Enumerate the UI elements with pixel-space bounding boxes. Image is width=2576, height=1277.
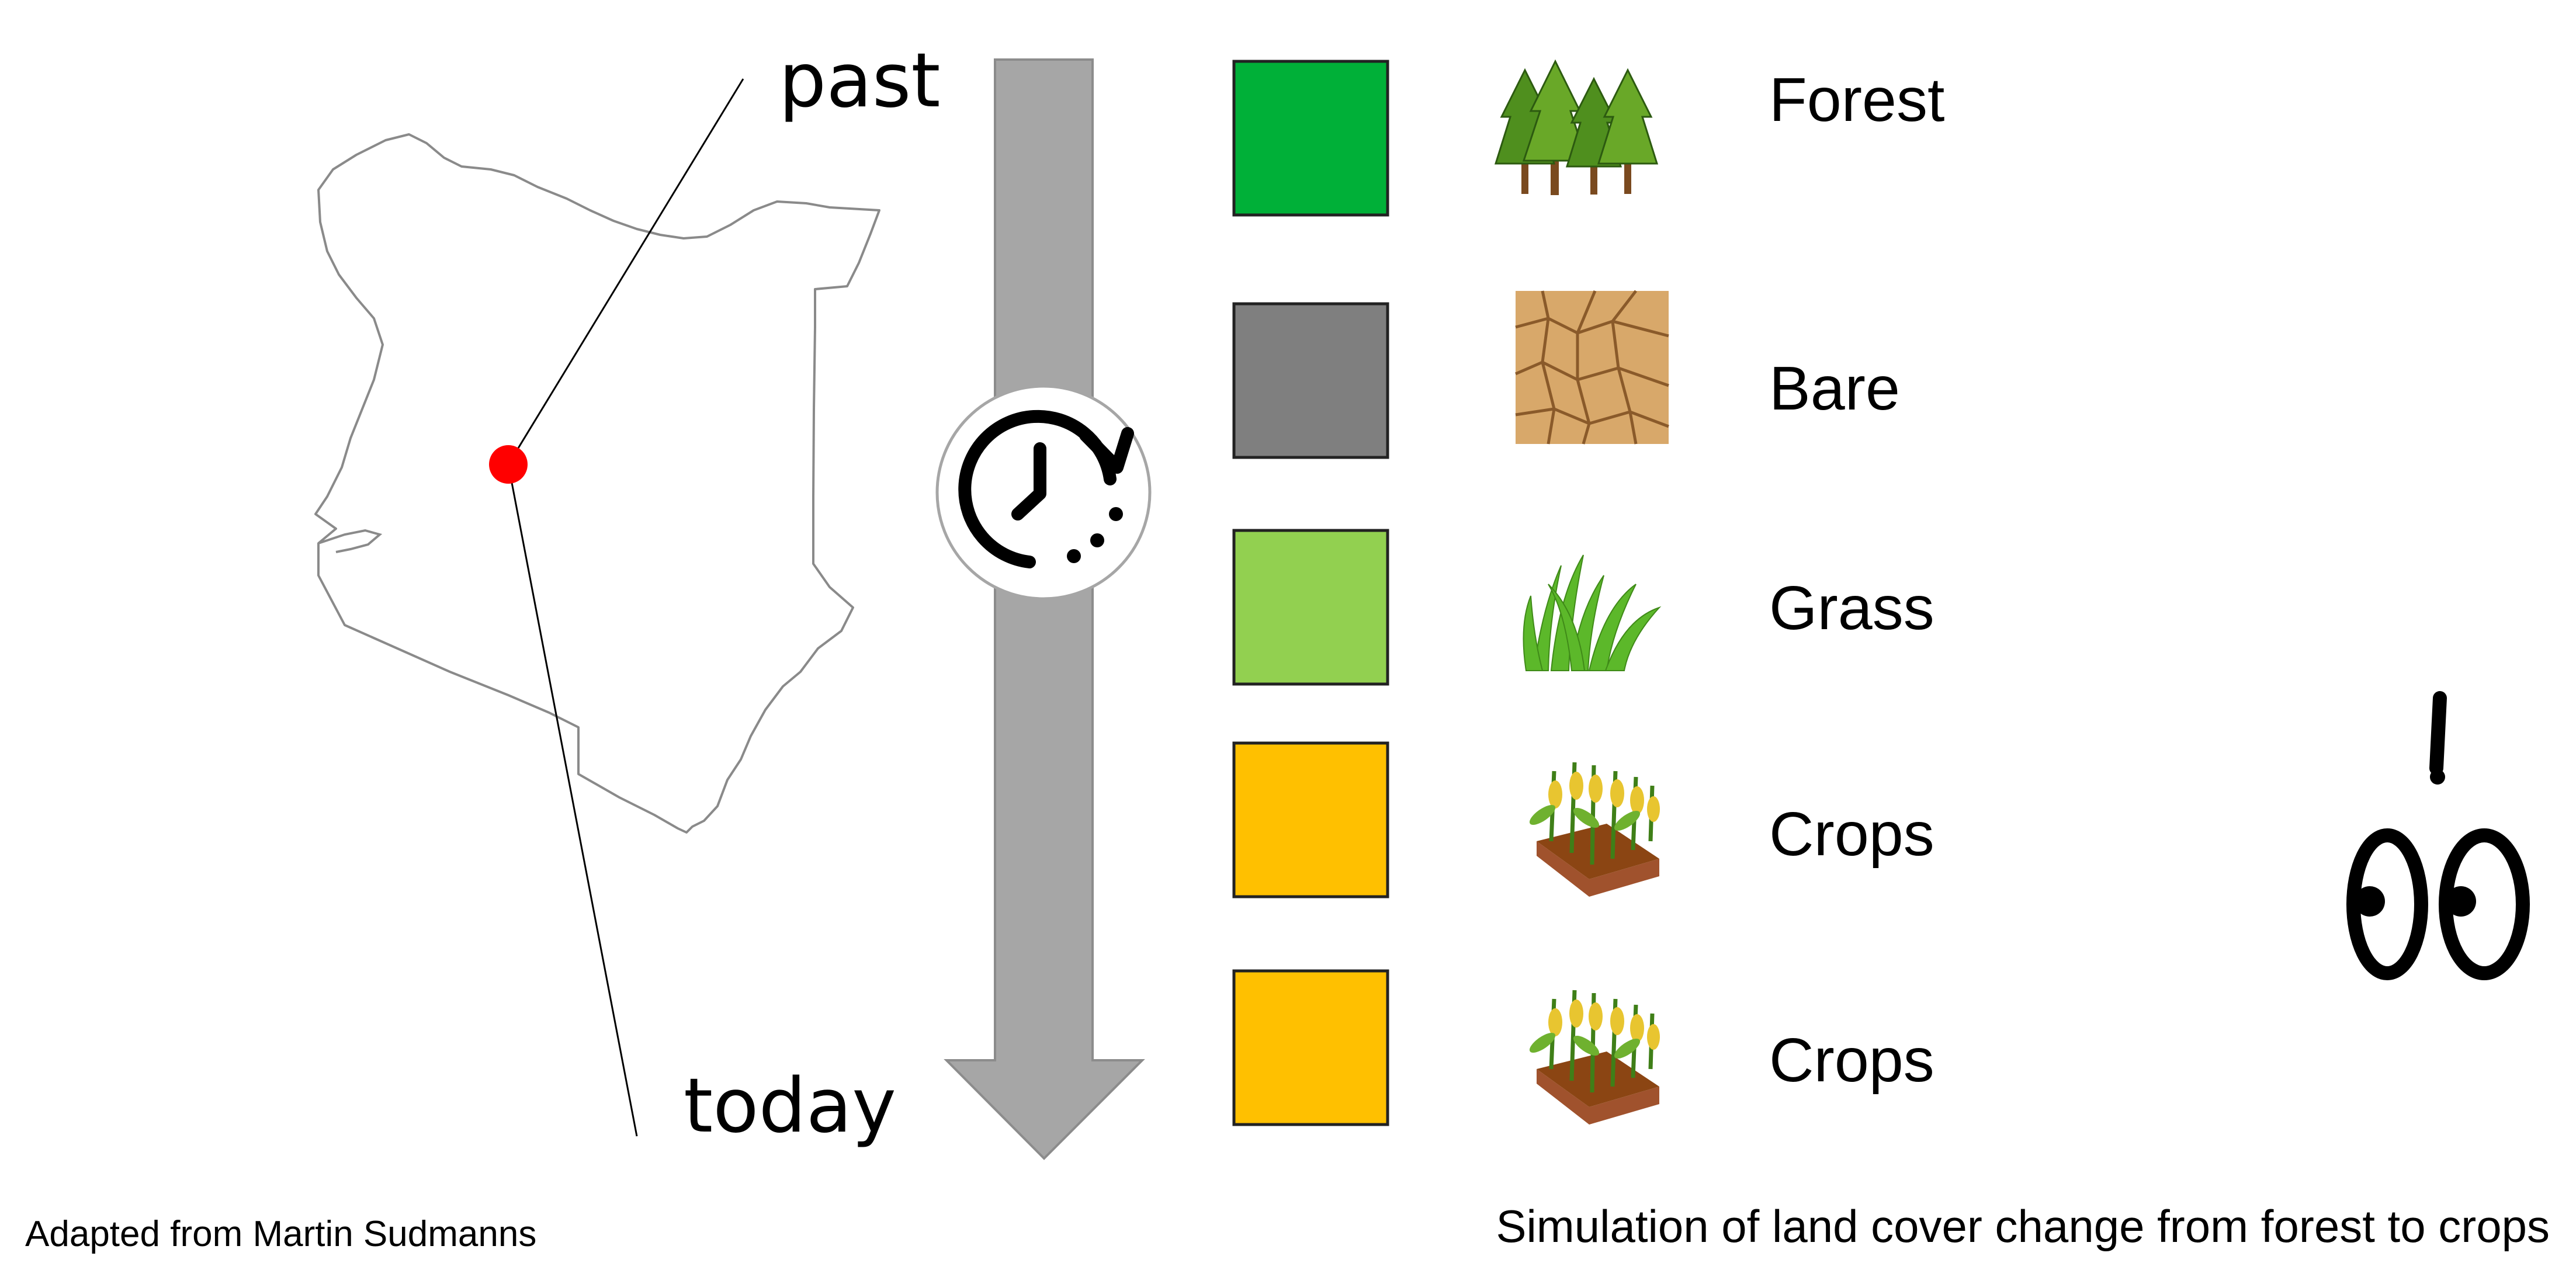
figure-caption: Simulation of land cover change from for… <box>1496 1200 2550 1252</box>
swatch-grass <box>1232 529 1389 686</box>
location-marker <box>489 445 528 484</box>
class-label-bare: Bare <box>1769 354 1900 423</box>
class-label-crops: Crops <box>1769 800 1934 869</box>
swatch-forest <box>1232 60 1389 217</box>
timeline-end-label: today <box>684 1063 896 1150</box>
class-label-crops-today: Crops <box>1769 1026 1934 1095</box>
swatch-bare <box>1232 302 1389 459</box>
down-arrow <box>944 58 1145 1160</box>
leader-line-today <box>507 464 638 1137</box>
swatch-crops-today <box>1232 969 1389 1126</box>
clock-rotate-icon <box>935 384 1152 601</box>
crops-icon <box>1529 990 1660 1125</box>
class-label-forest: Forest <box>1769 65 1945 134</box>
grass-icon <box>1523 554 1662 671</box>
cracked-soil-icon <box>1515 290 1669 445</box>
credit-caption: Adapted from Martin Sudmanns <box>25 1214 537 1254</box>
country-outline <box>314 133 880 834</box>
swatch-crops <box>1232 741 1389 898</box>
timeline-start-label: past <box>779 37 941 124</box>
crops-icon <box>1529 762 1660 897</box>
lake-victoria-shore <box>318 529 383 553</box>
leader-line-past <box>507 78 744 465</box>
forest-icon <box>1494 59 1659 195</box>
class-label-grass: Grass <box>1769 574 1934 643</box>
